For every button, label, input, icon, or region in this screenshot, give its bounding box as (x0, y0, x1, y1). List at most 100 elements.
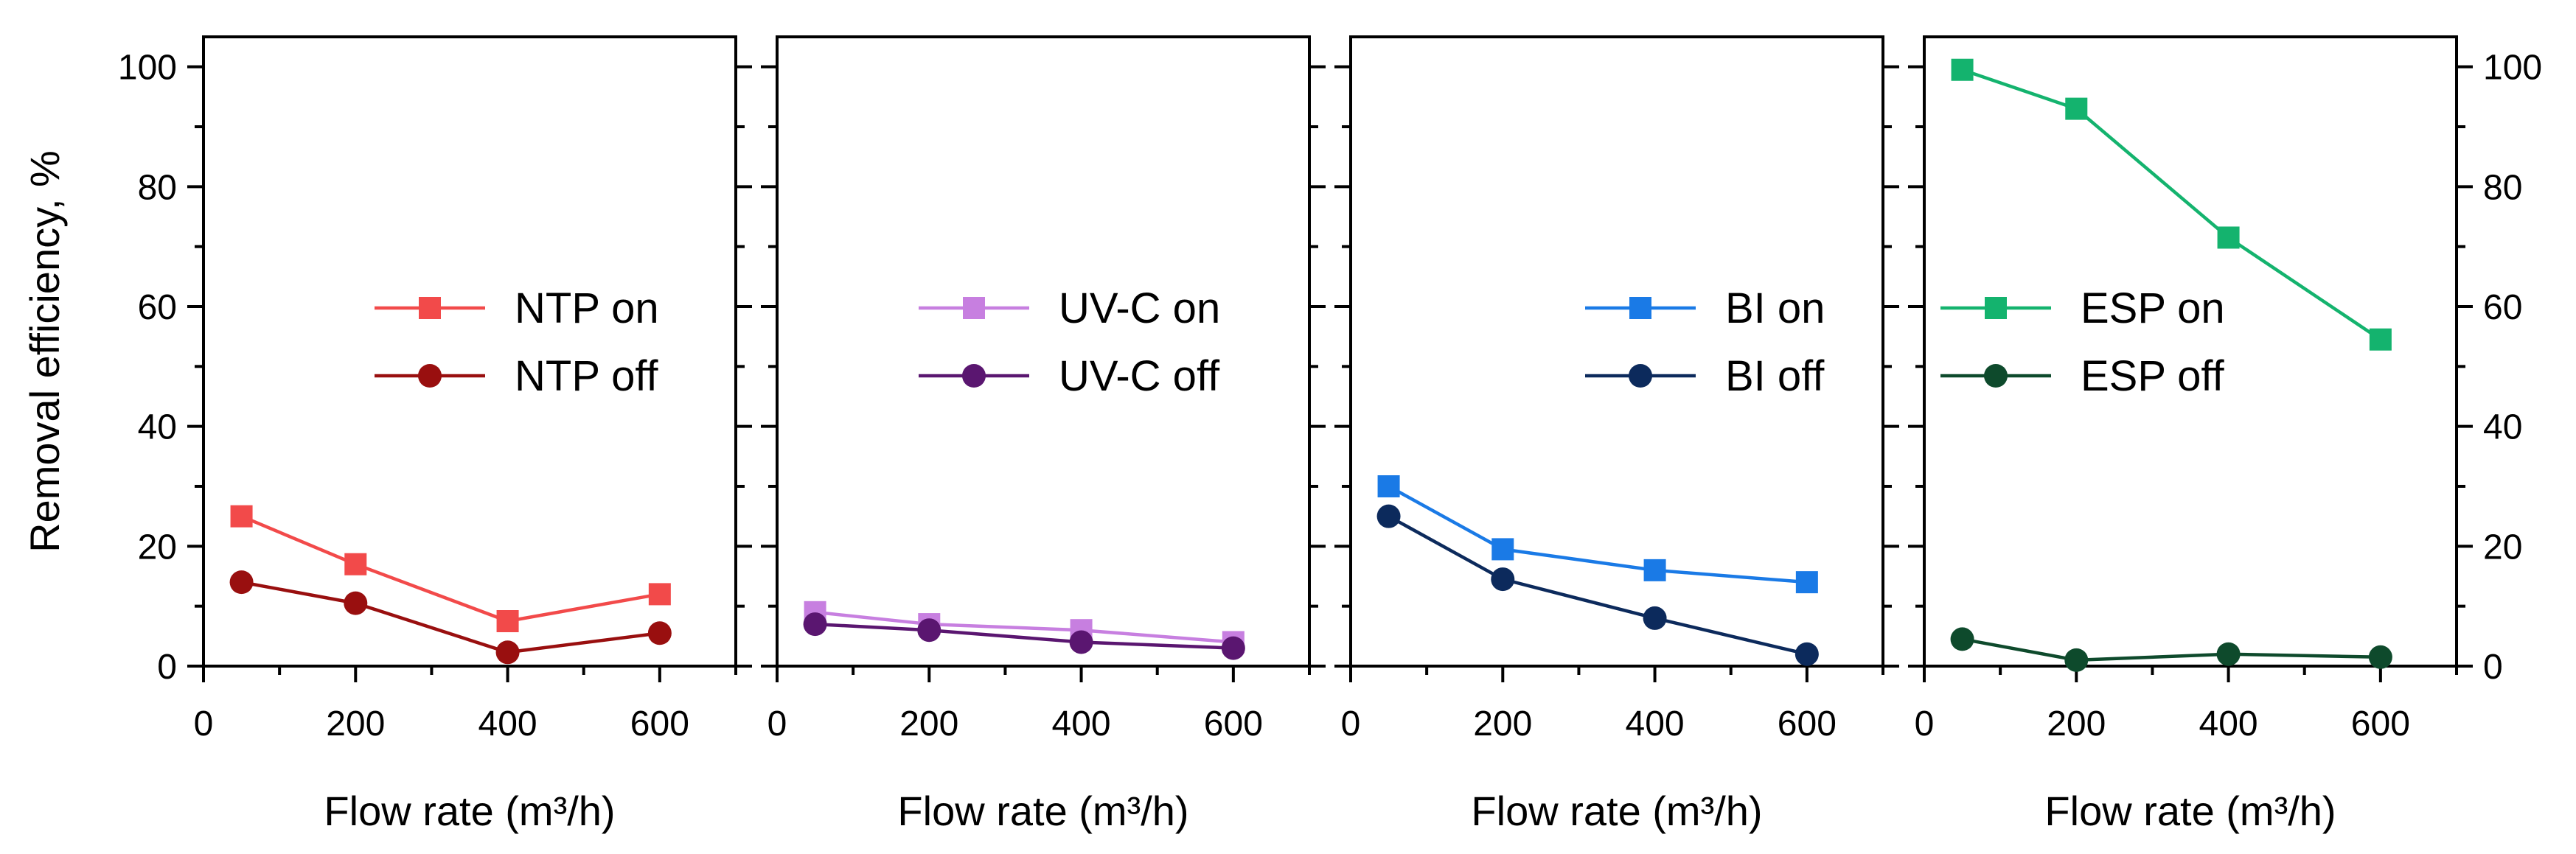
data-point-circle (1221, 636, 1245, 660)
x-tick-label: 600 (630, 704, 689, 743)
legend-label: NTP on (515, 284, 659, 332)
legend-entry: ESP on (1940, 284, 2225, 332)
legend-marker-circle (962, 364, 986, 388)
x-tick-label: 200 (2047, 704, 2106, 743)
x-tick-label: 400 (2199, 704, 2258, 743)
data-point-square (496, 610, 519, 632)
series-line (241, 580, 661, 654)
data-point-square (2217, 226, 2240, 249)
data-point-circle (803, 612, 827, 637)
data-point-circle (495, 640, 520, 665)
legend-entry: NTP on (375, 284, 659, 332)
x-axis-title: Flow rate (m³/h) (1471, 788, 1762, 834)
data-point-square (1951, 58, 1974, 81)
series-line (1388, 485, 1808, 584)
data-point-circle (647, 621, 672, 645)
panel-frame (1349, 35, 1884, 668)
legend-marker-square (1629, 297, 1651, 319)
x-tick-label: 400 (478, 704, 537, 743)
legend-label: NTP off (515, 352, 658, 400)
data-point-circle (1376, 504, 1401, 528)
legend-marker-square (1985, 297, 2007, 319)
data-point-square (344, 553, 367, 575)
data-point-circle (1069, 630, 1093, 654)
x-tick-label: 0 (194, 704, 214, 743)
data-point-circle (1643, 606, 1667, 630)
y-tick-label-left: 100 (118, 49, 177, 88)
data-point-square (1643, 559, 1666, 581)
panel-frame (776, 35, 1311, 668)
data-point-circle (1491, 567, 1515, 592)
data-point-square (1491, 538, 1514, 561)
x-tick-label: 600 (1778, 704, 1837, 743)
legend-marker-circle (418, 364, 442, 388)
y-tick-label-right: 0 (2483, 648, 2503, 687)
data-point-square (2065, 97, 2088, 120)
data-point-square (230, 505, 253, 528)
x-tick-label: 600 (2351, 704, 2410, 743)
legend-label: UV-C off (1059, 352, 1220, 400)
data-point-circle (344, 591, 368, 615)
legend-label: ESP off (2081, 352, 2224, 400)
x-axis-title: Flow rate (m³/h) (2044, 788, 2336, 834)
x-tick-label: 200 (326, 704, 385, 743)
data-point-square (2369, 328, 2392, 351)
data-point-circle (1795, 642, 1819, 666)
y-tick-label-left: 40 (138, 408, 177, 447)
series-line (1961, 68, 2382, 341)
legend-label: BI off (1725, 352, 1825, 400)
panel-4: 0 20 40 60 80 100 0 200 400 600 Flow rate (m³/h) ES… (1908, 35, 2542, 834)
y-tick-label-right: 20 (2483, 528, 2522, 567)
legend-marker-square (419, 297, 441, 319)
legend-marker-square (963, 297, 985, 319)
data-point-square (1795, 571, 1818, 594)
panel-3: 0 200 400 600 Flow rate (m³/h) BI on BI off (1334, 35, 1899, 834)
y-tick-label-left: 80 (138, 168, 177, 207)
legend-entry: ESP off (1940, 352, 2224, 400)
y-tick-label-left: 20 (138, 528, 177, 567)
panel-frame (202, 35, 737, 668)
y-tick-label-left: 60 (138, 288, 177, 327)
x-tick-label: 0 (1915, 704, 1935, 743)
data-point-square (1377, 475, 1400, 497)
legend-entry: BI off (1585, 352, 1825, 400)
data-point-circle (2216, 642, 2241, 666)
legend-entry: NTP off (375, 352, 658, 400)
y-tick-label-right: 80 (2483, 168, 2522, 207)
data-point-square (648, 583, 671, 606)
x-axis-title: Flow rate (m³/h) (324, 788, 615, 834)
legend-entry: UV-C on (919, 284, 1220, 332)
y-tick-label-right: 100 (2483, 49, 2542, 88)
legend-entry: UV-C off (919, 352, 1220, 400)
series-line (240, 514, 661, 623)
x-tick-label: 0 (767, 704, 787, 743)
x-tick-label: 200 (899, 704, 958, 743)
data-point-circle (2368, 645, 2392, 669)
series-line (1962, 637, 2381, 662)
y-tick-label-right: 40 (2483, 408, 2522, 447)
legend-label: BI on (1725, 284, 1825, 332)
panel-1: 0 20 40 60 80 100 0 200 400 600 Flow rate (m³/h) NT… (118, 35, 752, 834)
series-line (1388, 514, 1808, 656)
legend-marker-circle (1984, 364, 2008, 388)
data-point-circle (229, 570, 254, 595)
x-tick-label: 0 (1341, 704, 1361, 743)
x-tick-label: 600 (1204, 704, 1263, 743)
legend-label: ESP on (2081, 284, 2225, 332)
x-axis-title: Flow rate (m³/h) (897, 788, 1188, 834)
y-axis-title: Removal efficiency, % (21, 150, 68, 553)
y-tick-label-left: 0 (157, 648, 177, 687)
series-line (815, 610, 1234, 644)
legend-label: UV-C on (1059, 284, 1220, 332)
legend-entry: BI on (1585, 284, 1825, 332)
x-tick-label: 200 (1473, 704, 1532, 743)
x-tick-label: 400 (1626, 704, 1685, 743)
legend-marker-circle (1629, 364, 1652, 388)
panel-frame (1923, 35, 2458, 668)
panel-2: 0 200 400 600 Flow rate (m³/h) UV-C on UV-C of… (761, 35, 1326, 834)
data-point-circle (917, 618, 941, 643)
y-tick-label-right: 60 (2483, 288, 2522, 327)
series-line (815, 622, 1233, 650)
